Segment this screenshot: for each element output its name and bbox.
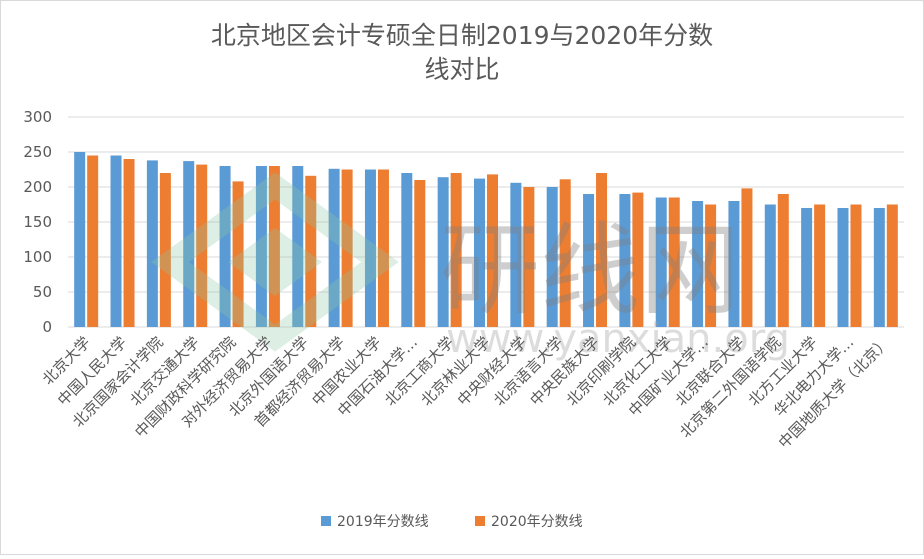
bar-2020-13 [559, 179, 571, 327]
bar-2019-8 [364, 169, 376, 327]
watermark-logo [151, 172, 399, 352]
bar-2020-16 [668, 197, 680, 327]
bar-2020-14 [596, 173, 608, 327]
bar-2020-15 [632, 192, 644, 327]
bar-2019-19 [764, 204, 776, 327]
bar-2020-4 [232, 181, 244, 327]
bar-2019-17 [692, 201, 704, 327]
bar-2020-21 [850, 204, 862, 327]
bar-2019-1 [110, 155, 122, 327]
bar-2019-4 [219, 166, 231, 327]
bar-2019-6 [292, 166, 304, 327]
bars [74, 152, 898, 327]
y-tick-label: 150 [23, 213, 52, 231]
watermark-text: 研线网 [440, 212, 740, 329]
y-tick-label: 200 [23, 178, 52, 196]
bar-2020-17 [705, 204, 717, 327]
bar-2020-20 [814, 204, 826, 327]
bar-2020-7 [341, 169, 353, 327]
bar-2019-14 [583, 194, 595, 327]
legend: 2019年分数线 2020年分数线 [321, 514, 583, 530]
bar-2019-13 [546, 187, 558, 327]
bar-2019-20 [801, 208, 813, 327]
bar-2020-6 [305, 175, 317, 327]
bar-2019-15 [619, 194, 631, 327]
bar-2020-2 [159, 173, 171, 327]
legend-swatch-2019 [321, 516, 331, 526]
y-tick-label: 0 [42, 318, 52, 336]
bar-2020-12 [523, 187, 535, 327]
gridlines [68, 116, 904, 328]
bar-2020-19 [777, 194, 789, 327]
y-tick-label: 50 [33, 283, 52, 301]
y-tick-label: 250 [23, 143, 52, 161]
bar-2019-2 [146, 160, 158, 327]
bar-2020-9 [414, 180, 426, 327]
bar-2020-3 [196, 164, 208, 327]
bar-2020-0 [87, 155, 99, 327]
bar-2019-0 [74, 152, 86, 327]
legend-swatch-2020 [475, 516, 485, 526]
bar-2020-18 [741, 188, 753, 327]
watermark: 研线网 www.yanxian.org [151, 172, 790, 362]
chart-title-line2: 线对比 [424, 55, 499, 84]
bar-2019-9 [401, 173, 413, 327]
bar-2020-11 [487, 174, 498, 327]
bar-2019-11 [474, 178, 485, 327]
legend-label-2019: 2019年分数线 [337, 514, 429, 530]
bar-2020-10 [450, 173, 462, 327]
y-tick-label: 100 [23, 248, 52, 266]
bar-2020-22 [886, 204, 898, 327]
bar-2019-10 [437, 177, 449, 327]
bar-2019-12 [510, 182, 522, 327]
bar-2019-16 [655, 197, 667, 327]
bar-2019-18 [728, 201, 740, 327]
chart-title-line1: 北京地区会计专硕全日制2019与2020年分数 [211, 21, 713, 50]
bar-2019-22 [873, 208, 885, 327]
y-axis-tick-labels: 0 50 100 150 200 250 300 [23, 108, 52, 336]
bar-2019-21 [837, 208, 849, 327]
bar-2020-1 [123, 159, 135, 327]
y-tick-label: 300 [23, 108, 52, 126]
bar-2020-5 [268, 166, 280, 327]
watermark-url: www.yanxian.org [446, 316, 790, 362]
bar-2019-3 [183, 161, 195, 327]
bar-2020-8 [377, 169, 389, 327]
bar-2019-5 [255, 166, 267, 327]
bar-2019-7 [328, 168, 340, 327]
legend-label-2020: 2020年分数线 [491, 514, 583, 530]
